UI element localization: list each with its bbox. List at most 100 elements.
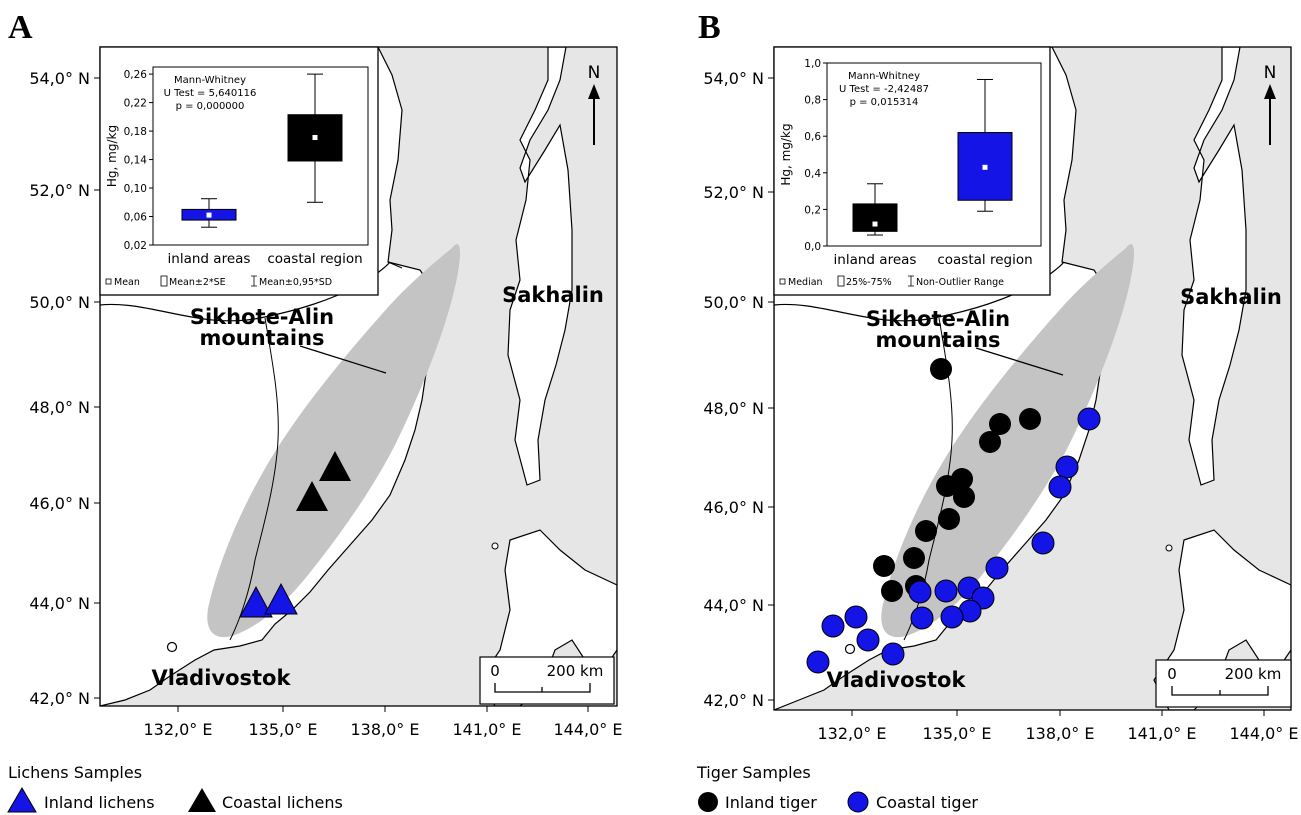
panel-letter: B — [698, 9, 721, 46]
coastal-tiger-marker — [908, 580, 932, 604]
scale-distance: 200 km — [1225, 665, 1282, 683]
coastal-tiger-marker — [844, 605, 868, 629]
x-tick-label: 135,0° E — [249, 720, 318, 739]
legend-item: Inland lichens — [44, 793, 155, 812]
inland-tiger-marker — [989, 413, 1011, 435]
scale-zero: 0 — [1167, 665, 1177, 683]
coastal-tiger-marker — [1077, 407, 1101, 431]
sakhalin-label: Sakhalin — [1180, 285, 1282, 309]
coastal-tiger-marker — [1048, 475, 1072, 499]
y-tick-label: 46,0° N — [703, 498, 764, 517]
box-body — [852, 203, 898, 232]
legend-black-triangle-icon — [188, 788, 216, 812]
mountains-pointer — [975, 347, 1064, 376]
legend-item: Coastal tiger — [876, 793, 978, 812]
x-tick-label: 141,0° E — [453, 720, 522, 739]
y-tick-label: 50,0° N — [703, 293, 764, 312]
y-tick-label: 48,0° N — [703, 399, 764, 418]
coastal-lichen-marker — [319, 451, 351, 481]
panel-b: B 54,0° N 52,0° N 50,0 — [698, 9, 1299, 743]
legend-blue-triangle-icon — [7, 787, 37, 813]
inland-tiger-marker — [953, 486, 975, 508]
box-center-marker — [872, 221, 878, 227]
x-tick-label: 141,0° E — [1128, 724, 1197, 743]
box-center-marker — [312, 134, 318, 140]
inset-stat-text: p = 0,015314 — [850, 97, 919, 108]
scale-bar: 0 200 km — [479, 656, 615, 705]
inset-y-tick-label: 0,02 — [124, 240, 147, 252]
north-label: N — [1264, 63, 1277, 83]
coastline — [387, 261, 403, 269]
mountains-label: mountains — [199, 326, 324, 350]
x-tick-label: 132,0° E — [144, 720, 213, 739]
box-center-marker — [982, 164, 988, 170]
x-tick-label: 135,0° E — [923, 724, 992, 743]
legend-lichens: Lichens Samples Inland lichens Coastal l… — [7, 763, 343, 813]
inset-stat-text: p = 0,000000 — [176, 101, 245, 112]
coastal-tiger-marker — [1055, 455, 1079, 479]
coastal-tiger-marker — [821, 614, 845, 638]
sakhalin-label: Sakhalin — [502, 283, 604, 307]
legend-tigers: Tiger Samples Inland tiger Coastal tiger — [696, 763, 978, 813]
box-center-marker — [206, 212, 212, 218]
north-arrow: N — [1264, 63, 1277, 145]
y-tick-label: 44,0° N — [703, 596, 764, 615]
north-arrow-icon — [588, 84, 600, 99]
inset-boxplot: 0,26 0,22 0,18 0,14 0,10 0,06 0,02 Hg, mg/kg Man… — [99, 46, 379, 296]
vladivostok-dot — [844, 643, 856, 655]
inset-y-tick-label: 0,14 — [124, 155, 148, 167]
y-tick-label: 46,0° N — [29, 494, 90, 513]
north-arrow-icon — [1264, 84, 1276, 99]
scale-distance: 200 km — [547, 662, 604, 680]
panel-letter: A — [8, 9, 33, 46]
mountains-label: mountains — [875, 328, 1000, 352]
y-axis: 54,0° N 52,0° N 50,0° N 48,0° N 46,0° N … — [703, 69, 774, 710]
y-tick-label: 48,0° N — [29, 398, 90, 417]
inset-y-label: Hg, mg/kg — [105, 125, 119, 187]
inland-tiger-marker — [936, 475, 958, 497]
legend-title: Tiger Samples — [696, 763, 811, 782]
inland-tiger-marker — [915, 520, 937, 542]
scale-bar: 0 200 km — [1155, 659, 1292, 708]
coastal-tiger-marker — [856, 628, 880, 652]
panel-a: A — [8, 9, 623, 739]
mountains-area — [207, 244, 460, 638]
inland-tiger-marker — [1019, 408, 1041, 430]
inland-tiger-marker — [979, 431, 1001, 453]
coastal-tiger-marker — [806, 650, 830, 674]
north-label: N — [588, 63, 601, 83]
inset-y-tick-label: 0,18 — [124, 126, 147, 138]
inset-y-label: Hg, mg/kg — [779, 123, 793, 185]
inset-legend-label: 25%-75% — [846, 277, 892, 288]
x-tick-label: 138,0° E — [1026, 724, 1095, 743]
coastal-tiger-marker — [910, 606, 934, 630]
sakhalin-island — [507, 47, 573, 486]
legend-black-circle-icon — [698, 792, 718, 812]
scale-zero: 0 — [490, 662, 500, 680]
mountains-label: Sikhote-Alin — [190, 305, 334, 329]
inset-y-tick-label: 0,8 — [804, 95, 821, 107]
inland-tiger-marker — [881, 580, 903, 602]
inset-legend-label: Median — [788, 277, 823, 288]
inset-y-tick-label: 0,4 — [804, 168, 821, 180]
coastal-tiger-marker — [934, 579, 958, 603]
coastal-lichen-marker — [296, 481, 328, 511]
inset-frame — [99, 46, 379, 296]
mountains-pointer — [299, 345, 387, 374]
x-axis: 132,0° E 135,0° E 138,0° E 141,0° E 144,… — [144, 706, 623, 739]
y-tick-label: 42,0° N — [703, 691, 764, 710]
x-tick-label: 144,0° E — [1230, 724, 1299, 743]
inland-tiger-marker — [903, 547, 925, 569]
inset-stat-text: U Test = -2,42487 — [839, 84, 929, 95]
legend-whisker-icon — [251, 275, 257, 287]
islet — [1165, 544, 1173, 552]
inset-y-tick-label: 0,2 — [804, 204, 821, 216]
river-branch — [229, 317, 279, 641]
y-tick-label: 50,0° N — [29, 293, 90, 312]
inset-legend-label: Mean±0,95*SD — [259, 277, 332, 288]
mountains-area — [881, 244, 1134, 638]
legend-title: Lichens Samples — [8, 763, 142, 782]
y-tick-label: 44,0° N — [29, 594, 90, 613]
legend-box-icon — [837, 275, 845, 287]
